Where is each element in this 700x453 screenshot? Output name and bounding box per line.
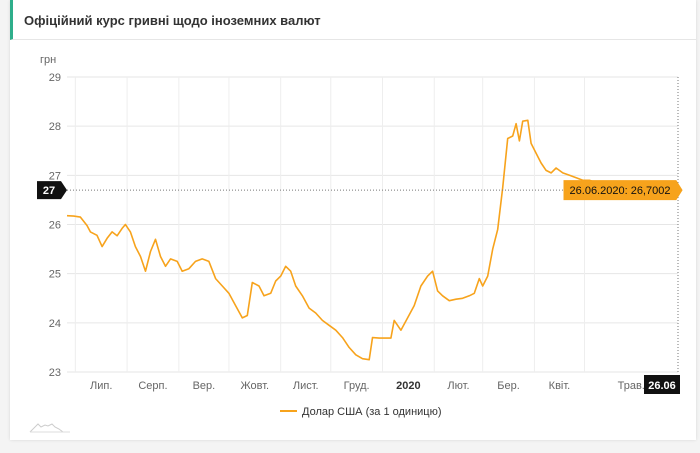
page-title: Офіційний курс гривні щодо іноземних вал…	[24, 13, 321, 28]
y-axis-title: грн	[40, 54, 56, 66]
y-tick-label: 29	[49, 72, 61, 84]
exchange-rate-chart[interactable]: 23 24 25 26 27 28 29 грн Лип. Серп. Вер. Жовт. Лист…	[10, 0, 696, 440]
crosshair-x-label: 26.06	[648, 380, 676, 392]
series-line-usd[interactable]	[66, 119, 679, 361]
y-tick-label: 24	[49, 318, 61, 330]
x-tick-label: Лист.	[293, 380, 319, 392]
x-tick-label: Квіт.	[549, 380, 571, 392]
y-tick-label: 27	[49, 170, 61, 182]
card-header: Офіційний курс гривні щодо іноземних вал…	[10, 0, 696, 40]
x-tick-label: Серп.	[138, 380, 167, 392]
x-axis: Лип. Серп. Вер. Жовт. Лист. Груд. 2020 Лют. Бер.…	[90, 380, 645, 392]
tooltip-text: 26.06.2020: 26,7002	[570, 185, 671, 197]
x-tick-label: Груд.	[344, 380, 370, 392]
x-tick-label: Трав.	[618, 380, 645, 392]
y-tick-label: 28	[49, 121, 61, 133]
crosshair-y-label-bg	[37, 181, 67, 200]
x-tick-label: 2020	[396, 380, 420, 392]
y-tick-label: 25	[49, 269, 61, 281]
x-tick-label: Вер.	[193, 380, 216, 392]
legend-label[interactable]: Долар США (за 1 одиницю)	[302, 406, 442, 418]
crosshair: 27 26.06 26.06.2020: 26,7002	[37, 77, 683, 394]
chart-card: Офіційний курс гривні щодо іноземних вал…	[10, 0, 696, 440]
y-tick-label: 26	[49, 220, 61, 232]
x-tick-label: Жовт.	[240, 380, 269, 392]
tooltip-bg	[563, 180, 683, 201]
legend[interactable]: Долар США (за 1 одиницю)	[280, 406, 442, 418]
x-tick-label: Лют.	[447, 380, 469, 392]
y-axis: 23 24 25 26 27 28 29 грн	[40, 54, 61, 379]
crosshair-marker	[675, 187, 681, 193]
crosshair-x-label-bg	[644, 375, 680, 394]
x-tick-label: Лип.	[90, 380, 112, 392]
crosshair-y-label: 27	[43, 185, 55, 197]
x-tick-label: Бер.	[497, 380, 520, 392]
grid	[67, 76, 678, 373]
y-tick-label: 23	[49, 367, 61, 379]
series-layer	[66, 119, 679, 361]
navigator-line	[29, 423, 64, 433]
navigator-mini-chart[interactable]	[29, 423, 70, 433]
